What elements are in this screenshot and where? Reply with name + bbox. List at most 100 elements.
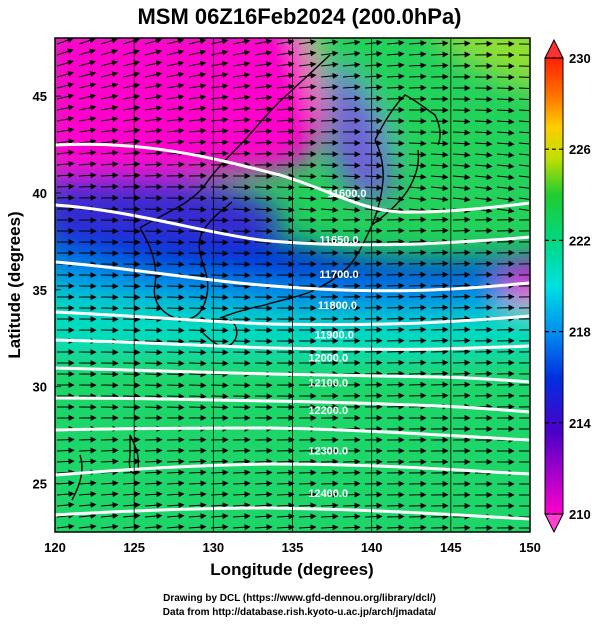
- wind-arrow: [78, 59, 96, 67]
- wind-arrow: [166, 382, 185, 389]
- wind-arrow: [100, 71, 119, 78]
- contour-labels: 11600.0 11650.0 11700.0 11800.0 11900.0 12000…: [308, 188, 366, 500]
- wind-arrow: [144, 71, 163, 78]
- wind-arrow: [56, 523, 75, 530]
- x-tick-label: 140: [361, 540, 383, 555]
- wind-arrow: [122, 71, 141, 78]
- wind-arrow: [188, 371, 207, 378]
- wind-arrow: [232, 491, 251, 498]
- wind-arrow: [430, 162, 449, 169]
- wind-arrow: [342, 50, 361, 57]
- wind-arrow: [342, 162, 361, 169]
- wind-arrow: [518, 186, 530, 189]
- wind-arrow: [320, 502, 339, 509]
- wind-arrow: [276, 50, 295, 57]
- wind-arrow: [166, 294, 185, 301]
- wind-arrow: [430, 51, 449, 58]
- wind-arrow: [430, 196, 449, 203]
- wind-arrow: [342, 106, 361, 113]
- wind-arrow: [188, 228, 207, 235]
- wind-arrow: [210, 105, 229, 112]
- wind-arrow: [188, 327, 207, 334]
- wind-arrow: [430, 359, 449, 366]
- wind-arrow: [166, 239, 185, 246]
- wind-arrow: [364, 173, 383, 180]
- wind-arrow: [144, 150, 163, 157]
- wind-arrow: [342, 513, 361, 520]
- wind-arrow: [518, 197, 530, 201]
- wind-arrow: [452, 140, 471, 147]
- wind-arrow: [122, 138, 141, 145]
- wind-arrow: [430, 62, 449, 69]
- wind-arrow: [276, 480, 295, 487]
- wind-arrow: [276, 469, 295, 476]
- wind-arrow: [276, 83, 295, 90]
- x-axis: 120 125 130 135 140 145 150: [44, 540, 541, 555]
- wind-arrow: [298, 106, 317, 113]
- wind-arrow: [56, 160, 75, 167]
- wind-arrow: [144, 523, 163, 530]
- credit-drawing: Drawing by DCL (https://www.gfd-dennou.o…: [163, 593, 436, 604]
- wind-arrow: [232, 524, 251, 531]
- wind-arrow: [210, 116, 229, 123]
- wind-arrow: [496, 152, 515, 159]
- contour-label: 11800.0: [318, 300, 357, 312]
- wind-arrow: [232, 94, 251, 101]
- wind-arrow: [518, 120, 530, 123]
- wind-arrow: [320, 173, 339, 180]
- contour-label: 11650.0: [319, 234, 358, 246]
- wind-arrow: [232, 469, 251, 476]
- wind-arrow: [188, 305, 207, 312]
- wind-arrow: [320, 513, 339, 520]
- wind-arrow: [474, 140, 493, 147]
- wind-arrow: [496, 107, 515, 114]
- contour-label: 11600.0: [327, 188, 366, 200]
- wind-arrow: [144, 513, 163, 519]
- wind-arrow: [408, 140, 427, 147]
- wind-arrow: [342, 491, 361, 498]
- wind-arrow: [320, 117, 339, 124]
- y-tick-label: 45: [33, 89, 47, 104]
- wind-arrow: [430, 260, 449, 267]
- wind-arrow: [430, 315, 449, 322]
- wind-arrow: [122, 49, 140, 56]
- wind-arrow: [166, 94, 185, 101]
- wind-arrow: [122, 116, 141, 123]
- x-tick-label: 135: [282, 540, 304, 555]
- wind-arrow: [210, 502, 229, 509]
- wind-arrow: [518, 87, 530, 89]
- wind-arrow: [210, 128, 229, 135]
- wind-arrow: [56, 469, 75, 476]
- wind-arrow: [166, 393, 185, 400]
- wind-arrow: [78, 82, 97, 89]
- wind-arrow: [166, 105, 185, 112]
- wind-arrow: [188, 217, 207, 224]
- wind-arrow: [166, 217, 185, 224]
- wind-arrow: [496, 140, 515, 147]
- wind-arrow: [122, 105, 141, 112]
- wind-arrow: [430, 140, 449, 147]
- wind-arrow: [188, 349, 207, 356]
- wind-arrow: [474, 196, 493, 203]
- wind-arrow: [298, 206, 317, 213]
- wind-arrow: [298, 117, 317, 124]
- wind-arrow: [78, 183, 97, 190]
- wind-arrow: [122, 491, 141, 498]
- wind-arrow: [474, 129, 493, 136]
- wind-arrow: [298, 72, 317, 79]
- wind-arrow: [298, 524, 317, 531]
- wind-arrow: [210, 150, 229, 157]
- wind-arrow: [320, 206, 339, 213]
- wind-arrow: [144, 502, 163, 509]
- wind-arrow: [78, 93, 97, 100]
- wind-arrow: [386, 39, 405, 46]
- wind-arrow: [496, 174, 515, 181]
- wind-arrow: [56, 491, 75, 498]
- x-tick-label: 125: [123, 540, 145, 555]
- wind-arrow: [188, 139, 207, 146]
- wind-arrow: [78, 491, 97, 498]
- wind-arrow: [144, 60, 163, 67]
- wind-arrow: [452, 151, 471, 158]
- temperature-field: [55, 38, 530, 532]
- wind-arrow: [342, 502, 361, 509]
